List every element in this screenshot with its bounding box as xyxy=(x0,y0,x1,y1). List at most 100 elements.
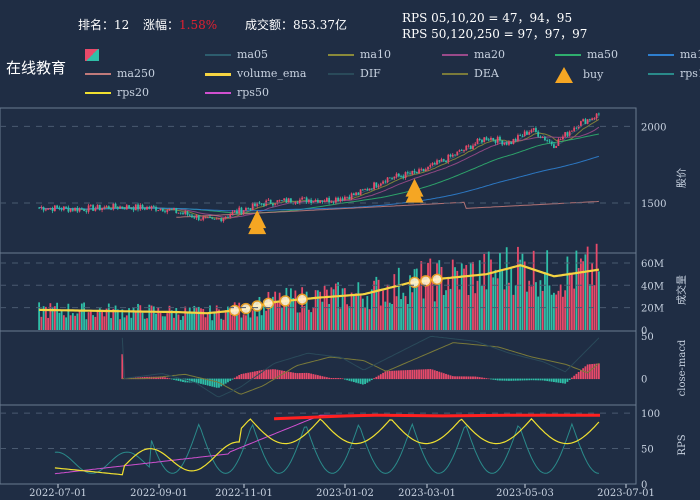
macd-histogram-bar xyxy=(296,373,299,380)
volume-bar xyxy=(553,292,555,330)
candle-body xyxy=(391,178,393,180)
volume-bar xyxy=(204,317,207,330)
volume-bar xyxy=(456,270,459,330)
legend-item-rps50: rps50 xyxy=(205,86,269,99)
macd-histogram-bar xyxy=(292,372,295,380)
volume-bar xyxy=(339,308,342,330)
macd-histogram-bar xyxy=(258,370,261,380)
volume-bar xyxy=(478,260,481,330)
volume-bar xyxy=(440,266,443,330)
candle-body xyxy=(143,207,146,210)
candle-body xyxy=(469,145,472,150)
candle-body xyxy=(182,212,184,214)
candle-body xyxy=(287,198,290,203)
legend-item-buy: buy xyxy=(555,67,603,83)
macd-histogram-bar xyxy=(330,378,333,380)
volume-bar xyxy=(123,317,126,330)
legend-label: ma250 xyxy=(117,67,155,80)
candle-body xyxy=(110,208,112,210)
volume-bar xyxy=(58,312,61,330)
candle-body xyxy=(114,203,117,208)
volume-bar xyxy=(557,290,560,330)
candle-body xyxy=(283,198,286,201)
legend-item-ma120: ma120 xyxy=(648,48,700,61)
macd-histogram-bar xyxy=(227,378,229,383)
legend-item-volume_ema: volume_ema xyxy=(205,67,306,80)
macd-histogram-bar xyxy=(141,377,144,380)
volume-bar xyxy=(107,303,110,330)
macd-histogram-bar xyxy=(559,378,562,383)
candle-body xyxy=(175,208,178,213)
rps-summary-line1: RPS 05,10,20 = 47，94，95 xyxy=(402,11,573,25)
candle-body xyxy=(420,168,423,170)
volume-bar xyxy=(177,314,180,330)
candle-body xyxy=(546,140,549,142)
legend-item-ma50: ma50 xyxy=(555,48,618,61)
candle-body xyxy=(548,140,551,142)
macd-histogram-bar xyxy=(343,378,346,380)
candle-body xyxy=(584,119,587,124)
candle-body xyxy=(375,182,378,187)
macd-histogram-bar xyxy=(182,378,184,382)
volume-bar xyxy=(548,285,551,330)
legend-swatch xyxy=(648,73,674,75)
candle-body xyxy=(141,204,144,208)
legend-label: DIF xyxy=(360,67,381,80)
legend-swatch xyxy=(205,72,231,76)
macd-histogram-bar xyxy=(388,370,391,380)
candle-body xyxy=(431,163,434,166)
macd-histogram-bar xyxy=(328,377,331,380)
volume-bar xyxy=(258,296,261,330)
plot-frame xyxy=(0,107,637,485)
volume-bar xyxy=(321,301,324,330)
volume-bar xyxy=(591,262,594,330)
candle-body xyxy=(519,135,522,136)
volume-bar xyxy=(42,306,45,330)
macd-histogram-bar xyxy=(494,378,497,381)
candle-body xyxy=(231,211,234,215)
volume-bar xyxy=(364,307,366,330)
macd-histogram-bar xyxy=(492,378,495,380)
candle-body xyxy=(80,208,83,210)
volume-bar xyxy=(98,308,101,330)
volume-bar xyxy=(476,280,479,330)
candle-body xyxy=(364,189,366,190)
macd-histogram-bar xyxy=(325,377,328,380)
volume-bar xyxy=(566,256,569,330)
macd-histogram-bar xyxy=(173,378,175,380)
macd-histogram-bar xyxy=(532,378,535,381)
y-tick-label: 20M xyxy=(641,304,664,315)
candle-body xyxy=(278,200,281,201)
macd-histogram-bar xyxy=(305,372,308,380)
candle-body xyxy=(213,218,216,220)
macd-histogram-bar xyxy=(224,378,227,384)
macd-histogram-bar xyxy=(573,375,576,380)
candle-body xyxy=(591,118,594,120)
volume-bar xyxy=(595,243,598,330)
macd-histogram-bar xyxy=(537,378,540,381)
candle-body xyxy=(89,205,92,206)
volume-bar xyxy=(116,309,119,330)
candle-body xyxy=(157,210,160,211)
volume-bar xyxy=(474,293,477,330)
candle-body xyxy=(328,197,331,203)
rank-label: 排名：12 xyxy=(78,16,129,33)
candle-body xyxy=(301,197,304,200)
macd-histogram-bar xyxy=(346,378,348,381)
macd-histogram-bar xyxy=(485,378,488,380)
macd-histogram-bar xyxy=(586,364,589,380)
line-rps-high xyxy=(273,413,600,421)
macd-histogram-bar xyxy=(197,378,200,384)
volume-bar xyxy=(213,313,216,330)
volume-bar xyxy=(96,311,99,330)
volume-bar xyxy=(454,267,456,330)
candle-body xyxy=(314,199,317,202)
macd-histogram-bar xyxy=(438,371,441,380)
volume-bar xyxy=(128,308,130,330)
volume-bar xyxy=(218,309,220,330)
volume-bar xyxy=(494,269,497,330)
volume-bar xyxy=(148,304,151,330)
macd-histogram-bar xyxy=(582,368,585,380)
candle-body xyxy=(521,135,524,137)
macd-histogram-bar xyxy=(195,378,198,383)
